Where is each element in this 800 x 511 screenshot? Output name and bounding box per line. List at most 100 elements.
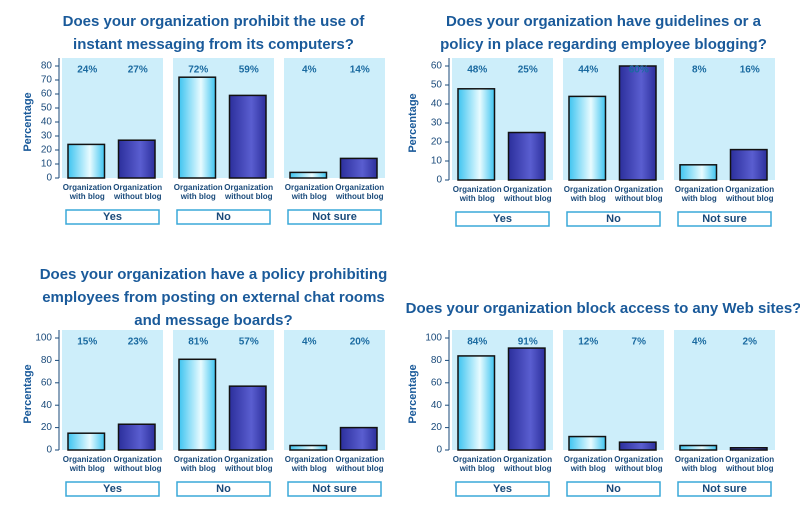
x-tick-label: Organization with blog [285,183,334,201]
chart-title: and message boards? [134,312,292,329]
label-line: Organization [335,183,384,192]
bar [67,143,106,179]
label-line: with blog [681,194,717,203]
label-line: Organization [335,455,384,464]
group-band [674,330,775,450]
value-label: 25% [518,65,538,76]
label-line: with blog [180,464,216,473]
label-line: without blog [335,464,384,473]
x-tick-label: Organization with blog [63,183,112,201]
y-tick-label: 0 [46,445,52,456]
bar [568,435,607,451]
x-tick-label: Organization with blog [174,455,223,473]
bar [117,423,156,451]
y-tick-label: 80 [431,355,443,366]
label-line: Organization [675,185,724,194]
group-label: Not sure [312,211,357,223]
label-line: without blog [725,194,774,203]
group-box [566,481,661,497]
y-tick-label: 50 [41,103,53,114]
value-label: 72% [188,65,208,76]
value-label: 4% [302,337,317,348]
y-tick-label: 20 [431,137,443,148]
x-tick-label: Organization without blog [614,185,663,203]
label-line: Organization [725,455,774,464]
value-label: 24% [77,65,97,76]
value-label: 20% [350,337,370,348]
y-tick-label: 0 [436,445,442,456]
value-label: 15% [77,337,97,348]
x-tick-label: Organization without blog [503,455,552,473]
bar [729,148,768,181]
bar [507,131,546,181]
y-tick-label: 0 [46,173,52,184]
label-line: without blog [503,194,552,203]
x-tick-label: Organization without blog [113,183,162,201]
group-label: Not sure [312,483,357,495]
y-tick-label: 80 [41,355,53,366]
chart-title: Does your organization have guidelines o… [446,13,762,30]
group-box [677,481,772,497]
label-line: with blog [681,464,717,473]
bar [289,171,328,179]
x-tick-label: Organization with blog [453,185,502,203]
value-label: 44% [578,65,598,76]
y-tick-label: 40 [41,400,53,411]
bar [568,95,607,181]
value-label: 91% [518,337,538,348]
y-tick-label: 20 [41,145,53,156]
y-tick-label: 40 [41,117,53,128]
y-tick-label: 20 [41,422,53,433]
value-label: 12% [578,337,598,348]
y-tick-label: 50 [431,80,443,91]
y-tick-label: 30 [431,118,443,129]
value-label: 4% [692,337,707,348]
x-tick-label: Organization without blog [224,455,273,473]
chart-title: Does your organization block access to a… [406,300,800,317]
y-tick-label: 60 [41,377,53,388]
bar [457,355,496,451]
label-line: Organization [614,455,663,464]
label-line: Organization [224,183,273,192]
value-label: 48% [467,65,487,76]
y-tick-label: 20 [431,422,443,433]
label-line: without blog [224,192,273,201]
bar [618,441,657,451]
group-box [65,481,160,497]
value-label: 27% [128,65,148,76]
label-line: Organization [224,455,273,464]
x-tick-label: Organization with blog [564,185,613,203]
group-label: No [606,483,621,495]
group-label: No [216,211,231,223]
value-label: 8% [692,65,707,76]
bar [729,447,768,451]
group-box [566,211,661,227]
x-tick-label: Organization with blog [564,455,613,473]
group-label: No [216,483,231,495]
x-tick-label: Organization without blog [503,185,552,203]
value-label: 81% [188,337,208,348]
value-label: 14% [350,65,370,76]
bar [339,157,378,179]
y-axis-label: Percentage [22,364,34,423]
label-line: Organization [113,183,162,192]
y-tick-label: 10 [431,156,443,167]
label-line: without blog [614,464,663,473]
x-tick-label: Organization without blog [335,183,384,201]
label-line: Organization [564,185,613,194]
label-line: Organization [113,455,162,464]
group-box [287,481,382,497]
value-label: 16% [740,65,760,76]
label-line: with blog [69,192,105,201]
chart-title: employees from posting on external chat … [42,289,385,306]
x-tick-label: Organization with blog [453,455,502,473]
x-tick-label: Organization without blog [725,185,774,203]
y-tick-label: 40 [431,99,443,110]
label-line: Organization [174,455,223,464]
bar [618,65,657,181]
value-label: 84% [467,337,487,348]
group-label: Not sure [702,213,747,225]
x-tick-label: Organization with blog [63,455,112,473]
y-axis-label: Percentage [407,93,419,152]
